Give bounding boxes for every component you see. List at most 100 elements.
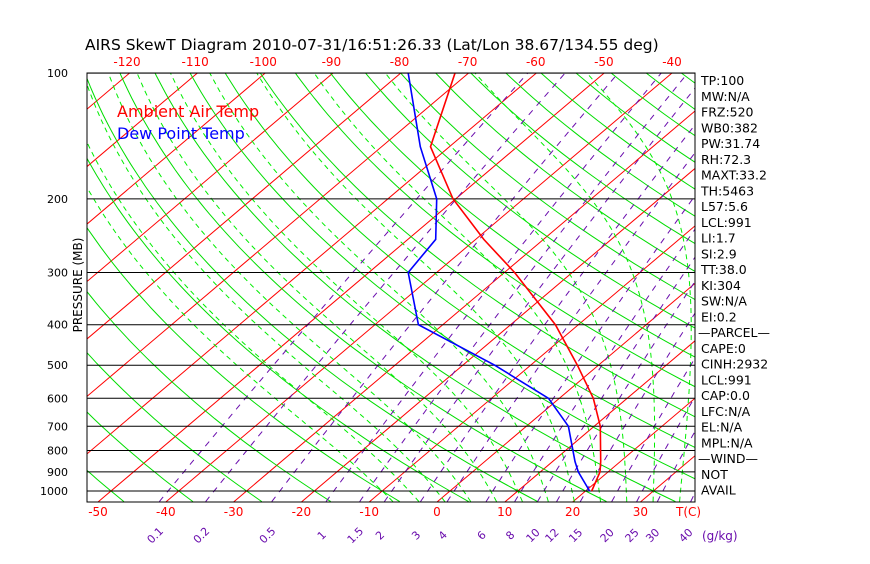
sounding-index-label: —PARCEL—: [698, 325, 770, 340]
mixing-ratio-tick-label: 15: [566, 526, 585, 545]
bottom-temp-tick-label: -50: [88, 505, 108, 519]
sounding-index-label: KI:304: [701, 278, 741, 293]
mixing-ratio-tick-label: 40: [676, 526, 695, 545]
dry-adiabat-line: [394, 65, 870, 502]
sounding-index-label: PW:31.74: [701, 136, 760, 151]
sounding-index-label: LCL:991: [701, 372, 752, 387]
dry-adiabat-line: [186, 65, 745, 502]
sounding-index-label: LFC:N/A: [701, 404, 751, 419]
sounding-index-label: TT:38.0: [700, 262, 747, 277]
sounding-index-label: LCL:991: [701, 215, 752, 230]
mixing-ratio-tick-label: 4: [436, 528, 450, 542]
moist-adiabat-line: [314, 73, 600, 502]
legend-dew-point: Dew Point Temp: [117, 124, 245, 143]
dry-adiabat-line: [290, 65, 870, 502]
mixing-ratio-line: [515, 73, 809, 502]
sounding-index-label: WB0:382: [701, 120, 758, 135]
bottom-temp-tick-label: -30: [224, 505, 244, 519]
top-temp-tick-label: -50: [594, 55, 614, 69]
isotherm-line: [30, 73, 536, 502]
top-temp-tick-label: -80: [390, 55, 410, 69]
bottom-temp-tick-label: -10: [359, 505, 379, 519]
sounding-index-label: EL:N/A: [701, 420, 743, 435]
mixing-ratio-tick-label: 1.5: [345, 525, 367, 547]
mixing-ratio-tick-label: 0.1: [145, 525, 167, 547]
sounding-index-label: MAXT:33.2: [701, 168, 767, 183]
dry-adiabat-line: [740, 65, 870, 502]
mixing-ratio-tick-label: 8: [503, 528, 517, 542]
pressure-tick-label: 300: [47, 266, 68, 279]
sounding-index-label: CINH:2932: [701, 357, 768, 372]
mixing-ratio-tick-label: 0.2: [191, 525, 213, 547]
dry-adiabat-line: [47, 65, 469, 502]
dry-adiabat-line: [324, 65, 870, 502]
mixing-ratio-line: [557, 73, 841, 502]
top-temp-tick-label: -120: [113, 55, 140, 69]
mixing-ratio-line: [421, 73, 736, 502]
moist-adiabat-line: [475, 73, 655, 502]
pressure-tick-label: 200: [47, 193, 68, 206]
top-temp-tick-label: -60: [526, 55, 546, 69]
pressure-tick-label: 800: [47, 444, 68, 457]
mixing-ratio-tick-label: 20: [598, 526, 617, 545]
bottom-temp-tick-label: 20: [565, 505, 580, 519]
top-temp-tick-label: -90: [322, 55, 342, 69]
mixing-ratio-line: [326, 73, 661, 502]
sounding-index-label: FRZ:520: [701, 105, 754, 120]
y-axis-label: PRESSURE (MB): [71, 238, 85, 333]
dry-adiabat-line: [0, 65, 124, 502]
sounding-index-label: CAP:0.0: [701, 388, 750, 403]
sounding-index-label: NOT: [701, 467, 728, 482]
mixing-ratio-tick-label: 3: [409, 528, 423, 542]
mixing-ratio-tick-label: 25: [623, 526, 642, 545]
dry-adiabat-line: [255, 65, 870, 502]
sounding-index-label: RH:72.3: [701, 152, 751, 167]
sounding-index-label: MW:N/A: [701, 89, 750, 104]
mixing-ratio-tick-label: 30: [643, 526, 662, 545]
mixing-ratio-tick-label: 0.5: [257, 525, 279, 547]
bottom-temp-tick-label: -40: [156, 505, 176, 519]
mixing-ratio-line: [206, 73, 565, 502]
mixing-ratio-unit: (g/kg): [702, 529, 738, 543]
dew-point-profile-line: [408, 73, 589, 491]
pressure-tick-label: 700: [47, 420, 68, 433]
isotherm-line: [0, 73, 62, 502]
chart-title: AIRS SkewT Diagram 2010-07-31/16:51:26.3…: [85, 36, 659, 54]
isotherm-line: [437, 73, 870, 502]
pressure-tick-label: 400: [47, 319, 68, 332]
mixing-ratio-tick-label: 10: [524, 526, 543, 545]
sounding-index-label: LI:1.7: [701, 231, 736, 246]
pressure-tick-label: 900: [47, 466, 68, 479]
sounding-index-label: TP:100: [700, 73, 744, 88]
bottom-temp-tick-label: -20: [292, 505, 312, 519]
sounding-index-label: AVAIL: [701, 483, 736, 498]
mixing-ratio-tick-label: 12: [543, 526, 562, 545]
sounding-index-label: TH:5463: [700, 183, 754, 198]
top-temp-tick-label: -40: [662, 55, 682, 69]
sounding-index-label: SW:N/A: [701, 294, 747, 309]
mixing-ratio-tick-label: 6: [475, 528, 489, 542]
top-temp-tick-label: -70: [458, 55, 478, 69]
bottom-temp-tick-label: 10: [497, 505, 512, 519]
sounding-index-label: SI:2.9: [701, 246, 737, 261]
sounding-index-label: EI:0.2: [701, 309, 737, 324]
isotherm-line: [0, 73, 130, 502]
isotherm-line: [776, 73, 870, 502]
dry-adiabat-line: [497, 65, 870, 502]
top-temp-tick-label: -110: [182, 55, 209, 69]
mixing-ratio-tick-label: 2: [373, 528, 387, 542]
bottom-temp-tick-label: 30: [633, 505, 648, 519]
isotherm-line: [505, 73, 870, 502]
sounding-index-label: —WIND—: [698, 451, 758, 466]
sounding-index-label: L57:5.6: [701, 199, 748, 214]
x-axis-unit: T(C): [675, 505, 701, 519]
pressure-tick-label: 500: [47, 359, 68, 372]
pressure-tick-label: 100: [47, 67, 68, 80]
pressure-tick-label: 1000: [40, 485, 68, 498]
bottom-temp-tick-label: 0: [433, 505, 441, 519]
mixing-ratio-line: [360, 73, 688, 502]
sounding-index-label: MPL:N/A: [701, 435, 753, 450]
sounding-index-label: CAPE:0: [701, 341, 746, 356]
mixing-ratio-line: [657, 73, 870, 502]
